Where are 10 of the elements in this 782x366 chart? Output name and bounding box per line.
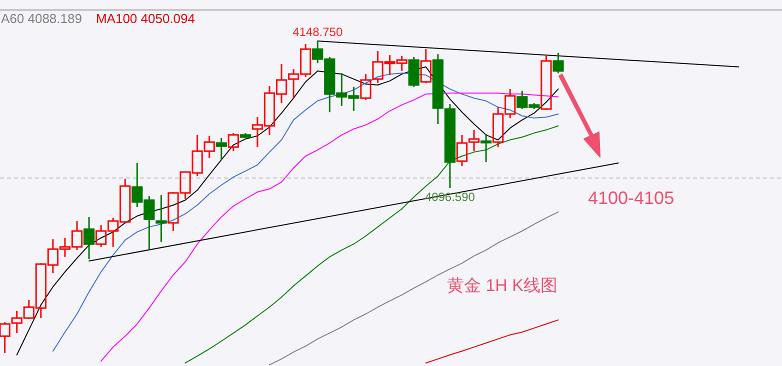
annotation: 4148.750 bbox=[292, 25, 343, 39]
text: A60 4088.189 bbox=[1, 11, 82, 26]
candlestick bbox=[216, 137, 227, 161]
annotation: 4100-4105 bbox=[588, 188, 674, 208]
annotation: 黄金 1H K线图 bbox=[447, 276, 558, 295]
candlestick bbox=[156, 194, 167, 243]
annotation: 4096.590 bbox=[424, 190, 476, 204]
candlestick bbox=[83, 216, 95, 260]
candlestick bbox=[480, 133, 492, 163]
text: MA100 4050.094 bbox=[96, 11, 195, 26]
